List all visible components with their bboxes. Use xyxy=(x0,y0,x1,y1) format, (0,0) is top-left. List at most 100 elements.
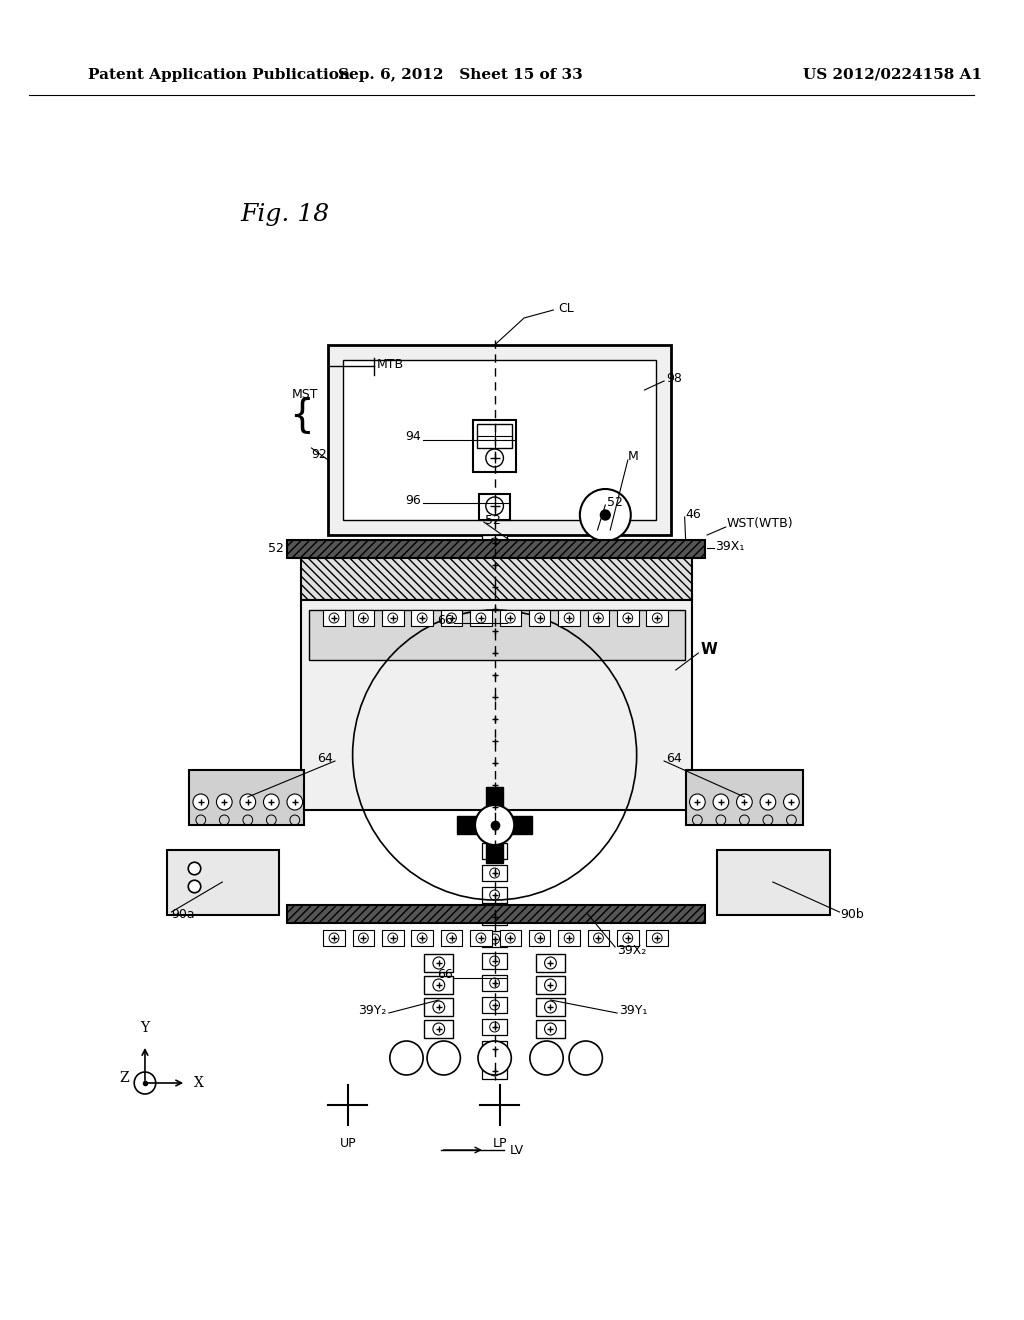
Bar xyxy=(482,997,507,1012)
Bar xyxy=(470,931,492,946)
Bar xyxy=(477,424,512,447)
Text: 90a: 90a xyxy=(171,908,195,921)
Bar xyxy=(482,557,507,573)
Text: LV: LV xyxy=(509,1143,523,1156)
Bar xyxy=(324,931,345,946)
Bar xyxy=(482,755,507,771)
Bar xyxy=(646,610,668,626)
Bar xyxy=(482,931,507,946)
Bar xyxy=(424,1020,454,1038)
Bar xyxy=(536,975,565,994)
Circle shape xyxy=(783,795,800,810)
Bar xyxy=(536,1020,565,1038)
Bar xyxy=(440,931,462,946)
Bar xyxy=(479,494,510,520)
Bar xyxy=(529,931,551,946)
Bar xyxy=(482,953,507,969)
Text: US 2012/0224158 A1: US 2012/0224158 A1 xyxy=(803,69,982,82)
Bar xyxy=(473,420,516,473)
Text: 39Y₁: 39Y₁ xyxy=(620,1003,647,1016)
Polygon shape xyxy=(458,787,531,863)
Bar xyxy=(424,975,454,994)
Text: 39Y₂: 39Y₂ xyxy=(358,1003,387,1016)
Text: 66: 66 xyxy=(437,969,453,982)
Bar xyxy=(482,821,507,837)
Bar xyxy=(588,931,609,946)
Bar xyxy=(482,799,507,814)
Bar xyxy=(536,998,565,1016)
Text: 52: 52 xyxy=(484,513,501,527)
Text: Patent Application Publication: Patent Application Publication xyxy=(88,69,350,82)
Text: 52: 52 xyxy=(607,495,624,508)
Bar xyxy=(617,931,639,946)
Bar xyxy=(558,931,580,946)
Bar xyxy=(482,777,507,793)
Bar xyxy=(287,540,706,558)
Text: {: { xyxy=(290,396,314,434)
Text: 94: 94 xyxy=(406,430,421,444)
Circle shape xyxy=(713,795,729,810)
Text: WST(WTB): WST(WTB) xyxy=(727,517,794,531)
Bar xyxy=(412,931,433,946)
Text: Z: Z xyxy=(120,1071,129,1085)
Text: 64: 64 xyxy=(317,751,333,764)
Bar xyxy=(301,601,692,810)
Bar xyxy=(482,975,507,991)
Text: 39X₁: 39X₁ xyxy=(715,540,744,553)
Bar xyxy=(482,733,507,748)
Bar xyxy=(482,843,507,859)
Bar xyxy=(470,610,492,626)
Bar xyxy=(482,711,507,727)
Bar xyxy=(482,535,507,550)
Bar xyxy=(482,579,507,595)
Bar xyxy=(382,610,403,626)
Bar xyxy=(482,887,507,903)
Bar xyxy=(308,610,685,660)
Text: UP: UP xyxy=(339,1137,356,1150)
Bar xyxy=(482,667,507,682)
Circle shape xyxy=(240,795,256,810)
Text: W: W xyxy=(700,643,717,657)
Bar xyxy=(324,610,345,626)
Bar xyxy=(167,850,280,915)
Circle shape xyxy=(475,805,514,845)
Bar xyxy=(482,1063,507,1078)
Bar xyxy=(287,906,706,923)
Circle shape xyxy=(600,510,610,520)
Text: 46: 46 xyxy=(686,507,701,520)
Bar xyxy=(382,931,403,946)
Text: 90b: 90b xyxy=(841,908,864,921)
Circle shape xyxy=(760,795,776,810)
Circle shape xyxy=(478,1041,511,1074)
Text: 66: 66 xyxy=(437,614,453,627)
Text: LP: LP xyxy=(493,1137,507,1150)
Text: MST: MST xyxy=(292,388,318,401)
Text: 92: 92 xyxy=(311,449,328,462)
Bar xyxy=(328,345,671,535)
Bar xyxy=(482,601,507,616)
Bar xyxy=(482,689,507,705)
Bar xyxy=(482,909,507,925)
Circle shape xyxy=(287,795,303,810)
Text: Sep. 6, 2012   Sheet 15 of 33: Sep. 6, 2012 Sheet 15 of 33 xyxy=(338,69,583,82)
Text: MTB: MTB xyxy=(377,359,404,371)
Text: 52: 52 xyxy=(268,541,284,554)
Bar xyxy=(343,360,656,520)
Bar xyxy=(536,954,565,972)
Circle shape xyxy=(736,795,753,810)
Text: Fig. 18: Fig. 18 xyxy=(240,203,329,227)
Text: CL: CL xyxy=(558,301,574,314)
Bar xyxy=(301,558,692,601)
Bar xyxy=(440,610,462,626)
Bar xyxy=(482,623,507,639)
Circle shape xyxy=(689,795,706,810)
Bar xyxy=(588,610,609,626)
Bar xyxy=(482,645,507,661)
Bar xyxy=(558,610,580,626)
Circle shape xyxy=(193,795,209,810)
Text: 39X₂: 39X₂ xyxy=(617,944,646,957)
Bar xyxy=(617,610,639,626)
Text: 96: 96 xyxy=(406,494,421,507)
Bar xyxy=(500,931,521,946)
Text: 64: 64 xyxy=(666,751,682,764)
